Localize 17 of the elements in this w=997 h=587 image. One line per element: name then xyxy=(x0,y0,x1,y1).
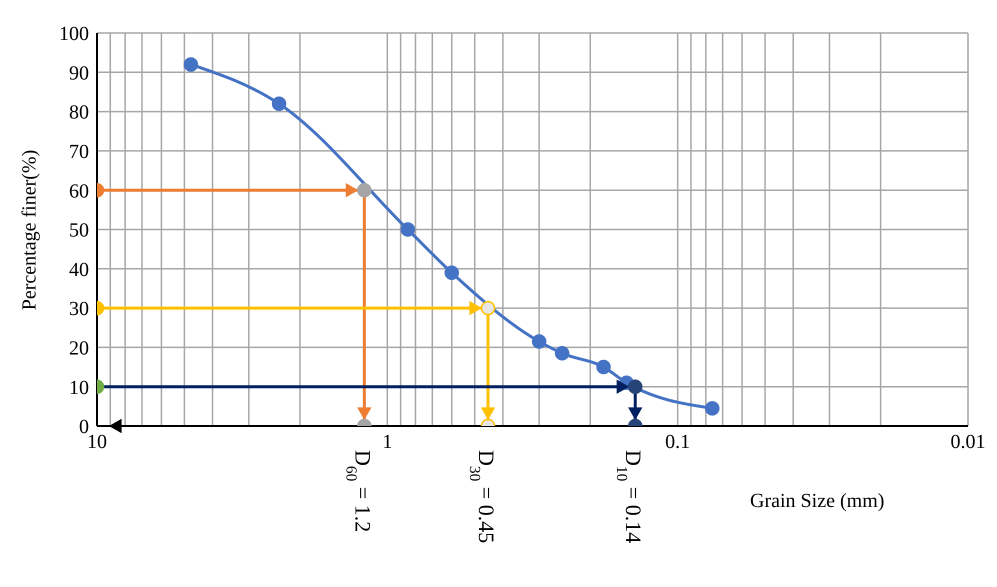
y-tick-label: 20 xyxy=(69,338,89,360)
y-tick-label: 90 xyxy=(69,62,89,84)
x-tick-label: 0.01 xyxy=(950,431,986,454)
y-tick-label: 30 xyxy=(69,298,89,320)
x-tick-label: 10 xyxy=(87,431,107,454)
y-tick-label: 50 xyxy=(69,220,89,242)
x-tick-label: 1 xyxy=(382,431,392,454)
y-axis-title: Percentage finer(%) xyxy=(18,149,42,310)
y-tick-label: 60 xyxy=(69,180,89,202)
x-axis-title: Grain Size (mm) xyxy=(750,490,884,513)
x-tick-label: 0.1 xyxy=(665,431,690,454)
y-tick-label: 100 xyxy=(59,23,89,46)
y-tick-label: 70 xyxy=(69,141,89,163)
y-tick-label: 10 xyxy=(69,376,89,399)
y-tick-label: 80 xyxy=(69,102,89,124)
y-tick-label: 0 xyxy=(79,416,89,438)
y-tick-label: 40 xyxy=(69,258,89,281)
